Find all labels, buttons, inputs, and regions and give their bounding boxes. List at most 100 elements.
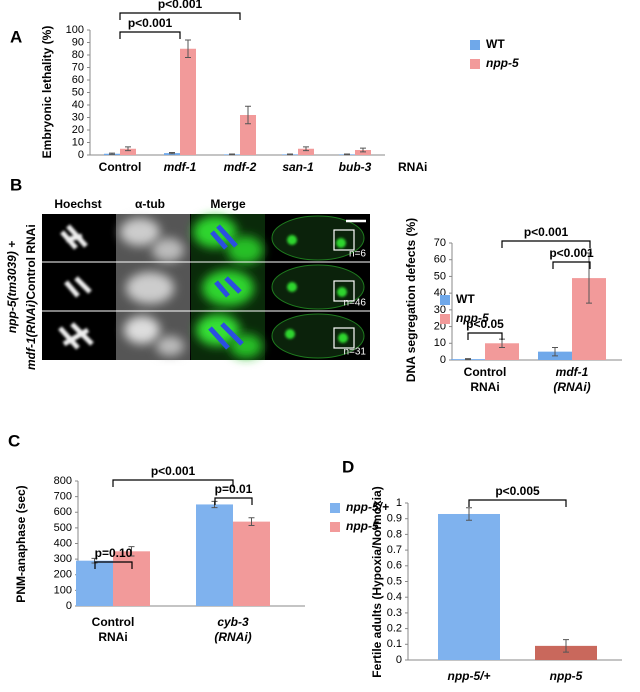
significance-bracket: [112, 479, 234, 487]
bar: [535, 645, 597, 660]
significance-label: p=0.01: [215, 482, 253, 496]
column-label: Hoechst: [54, 197, 101, 211]
error-bar: [229, 153, 235, 156]
significance-label: p<0.001: [151, 464, 196, 478]
error-bar: [465, 358, 471, 361]
error-bar: [185, 39, 191, 58]
legend-label: npp-5: [346, 519, 379, 533]
micrographs: Hoechst α-tub Merge npp-5(tm3039) + Cont…: [5, 197, 370, 370]
x-tick-label: mdf-1: [164, 160, 197, 174]
legend-label: WT: [456, 292, 475, 306]
embryo-column: [271, 215, 366, 359]
bar: [240, 115, 256, 155]
count-label: n=46: [343, 298, 366, 309]
x-tick-label: mdf-1 (RNAi): [553, 365, 590, 394]
bar: [233, 521, 270, 606]
bar: [196, 504, 233, 606]
legend-swatch: [470, 59, 480, 69]
x-axis-label: RNAi: [398, 160, 427, 174]
error-bar: [586, 252, 592, 304]
y-tick-label: 200: [54, 569, 72, 581]
significance-label: p<0.001: [549, 246, 594, 260]
y-tick-label: 700: [54, 491, 72, 503]
y-tick-label: 0: [396, 654, 402, 666]
error-bar: [128, 546, 135, 557]
x-tick-label: bub-3: [339, 160, 372, 174]
error-bar: [248, 517, 255, 527]
error-bar: [344, 153, 350, 156]
significance-bracket: [468, 499, 567, 507]
y-tick-label: 90: [72, 36, 84, 48]
y-tick-label: 500: [54, 522, 72, 534]
error-bar: [125, 146, 131, 152]
legend-swatch: [440, 295, 450, 305]
legend-swatch: [440, 314, 450, 324]
y-tick-label: 100: [54, 584, 72, 596]
x-tick-label: Control: [99, 160, 142, 174]
bar: [485, 343, 519, 360]
row-label: mdf-1(RNAi): [24, 300, 38, 370]
bar: [355, 150, 371, 155]
significance-label: p<0.001: [158, 0, 203, 11]
y-axis-label: PNM-anaphase (sec): [14, 485, 28, 602]
bar: [113, 551, 150, 606]
y-tick-label: 0.1: [387, 638, 402, 650]
y-tick-label: 10: [434, 337, 446, 349]
y-tick-label: 600: [54, 506, 72, 518]
y-axis-label: DNA segregation defects (%): [404, 218, 418, 382]
x-tick-label: mdf-2: [224, 160, 257, 174]
y-tick-label: 0.7: [387, 544, 402, 556]
significance-bracket: [552, 261, 591, 269]
y-tick-label: 50: [434, 270, 446, 282]
y-tick-label: 80: [72, 49, 84, 61]
y-tick-label: 1: [396, 497, 402, 509]
count-label: n=6: [349, 249, 366, 260]
error-bar: [466, 507, 472, 521]
significance-label: p<0.001: [128, 16, 173, 30]
error-bar: [360, 147, 366, 153]
legend-swatch: [330, 522, 340, 532]
error-bar: [303, 146, 309, 152]
significance-label: p<0.001: [524, 225, 569, 239]
panel-letter: B: [10, 175, 22, 194]
panel-letter: A: [10, 27, 22, 46]
y-tick-label: 0.9: [387, 513, 402, 525]
error-bar: [109, 152, 115, 155]
y-tick-label: 0.5: [387, 575, 402, 587]
y-tick-label: 0.2: [387, 623, 402, 635]
y-tick-label: 800: [54, 475, 72, 487]
legend-label: npp-5/+: [346, 500, 389, 514]
bar: [180, 48, 196, 155]
y-tick-label: 0: [440, 354, 446, 366]
x-tick-label: san-1: [282, 160, 314, 174]
significance-bracket: [467, 332, 503, 340]
count-label: n=31: [343, 347, 366, 358]
x-tick-label: npp-5: [550, 669, 583, 683]
legend-label: npp-5: [486, 56, 519, 70]
significance-bracket: [119, 12, 241, 20]
y-tick-label: 0.3: [387, 607, 402, 619]
y-tick-label: 400: [54, 537, 72, 549]
y-tick-label: 0: [66, 600, 72, 612]
side-label: npp-5(tm3039) +: [5, 241, 19, 333]
legend-label: npp-5: [456, 311, 489, 325]
error-bar: [563, 639, 569, 653]
significance-bracket: [119, 31, 181, 39]
y-tick-label: 30: [434, 304, 446, 316]
y-tick-label: 0.8: [387, 528, 402, 540]
y-tick-label: 100: [66, 24, 84, 36]
y-tick-label: 300: [54, 553, 72, 565]
bar: [438, 513, 500, 660]
hoechst-column: [58, 224, 94, 350]
y-tick-label: 30: [72, 111, 84, 123]
column-label: Merge: [210, 197, 246, 211]
panel-letter: C: [8, 431, 20, 450]
y-tick-label: 60: [434, 254, 446, 266]
y-tick-label: 60: [72, 74, 84, 86]
significance-label: p=0.10: [95, 546, 133, 560]
significance-label: p<0.005: [495, 484, 540, 498]
significance-bracket: [94, 561, 133, 569]
y-tick-label: 0.4: [387, 591, 402, 603]
panel-letter: D: [342, 457, 354, 476]
